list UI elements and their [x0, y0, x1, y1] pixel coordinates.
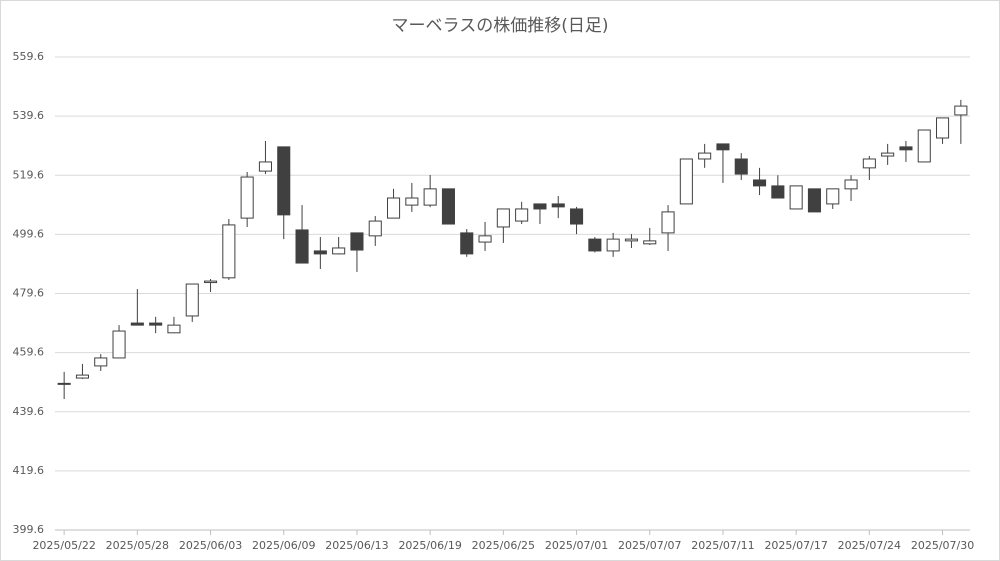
candle-body — [643, 240, 657, 245]
x-tick-label: 2025/07/17 — [764, 539, 827, 552]
candle-body — [698, 152, 712, 160]
candle-body — [94, 357, 108, 367]
x-tick-label: 2025/06/03 — [179, 539, 242, 552]
candle-body — [185, 283, 199, 317]
x-tick-label: 2025/07/11 — [691, 539, 754, 552]
candle-body — [240, 176, 254, 219]
x-tick-label: 2025/05/22 — [32, 539, 95, 552]
x-tick-label: 2025/07/24 — [838, 539, 901, 552]
candle-body — [753, 179, 767, 187]
candle-body — [533, 203, 547, 210]
x-tick-label: 2025/07/07 — [618, 539, 681, 552]
x-tick-label: 2025/05/28 — [106, 539, 169, 552]
candle-body — [881, 152, 895, 157]
candle-body — [387, 197, 401, 219]
x-tick-label: 2025/07/01 — [545, 539, 608, 552]
candle-body — [130, 322, 144, 326]
y-tick-label: 539.6 — [13, 109, 45, 122]
candle-body — [460, 232, 474, 255]
candle-body — [57, 382, 71, 385]
candle-body — [350, 232, 364, 251]
x-tick-label: 2025/07/30 — [911, 539, 974, 552]
candle-body — [222, 224, 236, 279]
candle-body — [862, 158, 876, 169]
x-tick-label: 2025/06/13 — [325, 539, 388, 552]
candle-body — [734, 158, 748, 175]
candle-body — [515, 208, 529, 222]
candle-body — [258, 161, 272, 172]
candle-body — [716, 143, 730, 151]
candle-body — [478, 235, 492, 243]
candle-body — [295, 229, 309, 264]
x-tick-label: 2025/06/25 — [472, 539, 535, 552]
y-tick-label: 479.6 — [13, 287, 45, 300]
candle-body — [844, 179, 858, 190]
candle-body — [112, 330, 126, 359]
candle-body — [570, 208, 584, 225]
candle-body — [789, 185, 803, 210]
candle-body — [204, 280, 218, 284]
y-tick-label: 559.6 — [13, 50, 45, 63]
candle-body — [368, 220, 382, 237]
candle-body — [588, 238, 602, 252]
candle-body — [423, 188, 437, 206]
candle-body — [277, 146, 291, 216]
candle-body — [771, 185, 785, 199]
y-tick-label: 439.6 — [13, 405, 45, 418]
candle-body — [332, 247, 346, 255]
candle-body — [936, 117, 950, 139]
candle-body — [167, 324, 181, 334]
candle-body — [826, 188, 840, 205]
candle-body — [551, 203, 565, 208]
candle-body — [405, 197, 419, 206]
candle-body — [807, 188, 821, 213]
candle-body — [496, 208, 510, 228]
candle-body — [606, 238, 620, 252]
candle-body — [899, 146, 913, 151]
candle-body — [954, 105, 968, 116]
candle-body — [75, 374, 89, 379]
chart-title: マーベラスの株価推移(日足) — [392, 16, 609, 36]
candle-body — [661, 211, 675, 234]
candle-body — [917, 129, 931, 163]
y-tick-label: 399.6 — [13, 523, 45, 536]
candle-body — [624, 238, 638, 242]
y-tick-label: 499.6 — [13, 227, 45, 240]
x-tick-label: 2025/06/09 — [252, 539, 315, 552]
candle-body — [679, 158, 693, 205]
y-tick-label: 419.6 — [13, 464, 45, 477]
y-tick-label: 519.6 — [13, 168, 45, 181]
candle-body — [149, 322, 163, 326]
candle-body — [313, 250, 327, 255]
x-tick-label: 2025/06/19 — [398, 539, 461, 552]
y-tick-label: 459.6 — [13, 346, 45, 359]
candle-body — [441, 188, 455, 225]
